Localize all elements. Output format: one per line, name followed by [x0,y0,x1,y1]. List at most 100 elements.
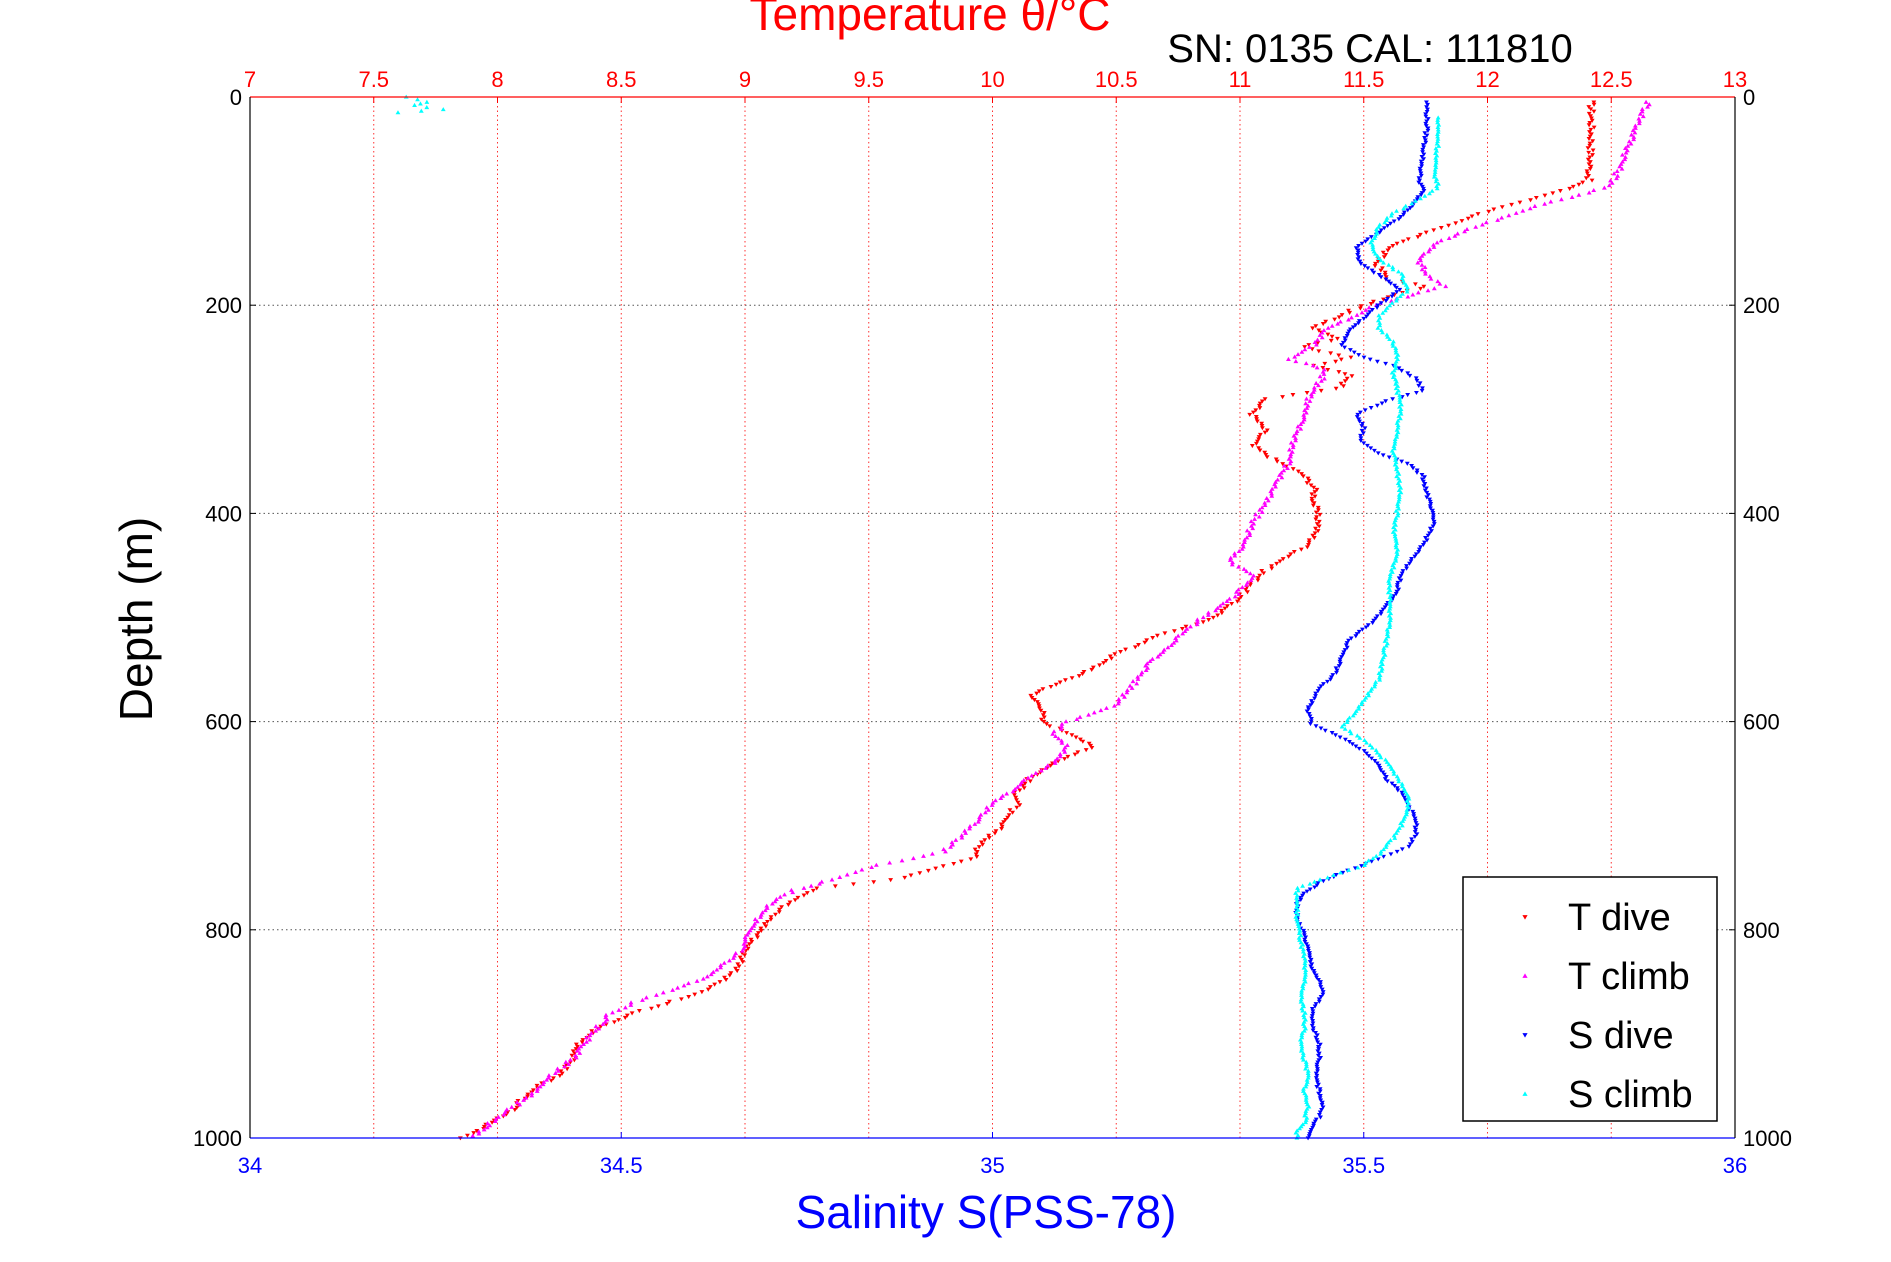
data-point [1200,620,1206,625]
data-point [1217,603,1223,608]
data-point [1022,781,1028,786]
data-point [1350,742,1355,747]
data-point [1275,477,1281,482]
data-point [941,847,947,852]
data-point [1313,510,1319,515]
data-point [1257,401,1263,406]
data-point [1281,463,1287,468]
data-point [1385,629,1391,634]
data-point [851,882,856,887]
data-point [1269,564,1274,569]
data-point [1640,114,1646,119]
data-point [1455,231,1461,236]
data-point [1064,731,1070,736]
data-point [1583,176,1589,181]
data-point [1412,818,1418,823]
data-point [940,864,946,869]
data-point [982,838,988,843]
data-point [424,99,430,104]
data-point [1417,169,1423,174]
data-point [1313,526,1318,531]
data-point [1356,255,1362,260]
data-point [1323,319,1329,324]
data-point [1301,933,1307,938]
temperature-tick-label: 13 [1723,67,1747,92]
data-point [1393,386,1399,391]
data-point [1431,174,1437,179]
data-point [776,910,782,915]
data-point [1425,102,1430,107]
data-point [1300,1001,1306,1006]
data-point [1361,749,1367,754]
data-point [587,1037,593,1042]
data-point [1300,893,1305,898]
data-point [579,1040,585,1045]
data-point [1423,124,1429,129]
data-point [1253,512,1258,517]
data-point [1303,410,1309,415]
data-point [1418,182,1424,187]
temperature-tick-label: 8.5 [606,67,637,92]
data-point [1396,494,1402,499]
data-point [1409,464,1414,469]
data-point [1259,423,1265,429]
data-point [1089,745,1095,751]
data-point [1499,205,1505,210]
data-point [908,873,914,878]
data-point [675,985,681,990]
data-point [1301,412,1307,417]
data-point [1263,452,1269,458]
data-point [1362,862,1367,867]
data-point [1336,315,1342,320]
data-point [1129,685,1135,690]
data-point [1495,217,1501,222]
data-point [1639,106,1645,111]
data-point [1394,241,1400,246]
data-point [1349,315,1354,320]
data-point [1506,213,1512,218]
data-point [976,845,982,850]
data-point [1316,1051,1322,1056]
data-point [1435,136,1441,141]
data-point [654,992,659,997]
data-point [1425,117,1431,122]
data-point [616,1007,622,1012]
data-point [1307,955,1313,960]
data-point [1316,1058,1322,1063]
data-point [1101,661,1106,666]
data-point [1314,1078,1320,1083]
data-point [1396,471,1402,476]
data-point [705,987,711,992]
data-point [1116,699,1122,704]
data-point [1296,935,1302,940]
data-point [819,879,825,884]
data-point [1387,574,1393,579]
serial-calibration-label: SN: 0135 CAL: 111810 [1167,27,1572,71]
data-point [733,966,738,971]
data-point [1378,228,1384,233]
data-point [1073,735,1079,740]
data-point [1045,763,1051,768]
data-point [1290,445,1296,450]
data-point [1337,657,1343,662]
data-point [1304,709,1310,714]
data-point [1298,426,1304,431]
data-point [1394,285,1399,290]
data-point [1313,1002,1319,1007]
data-point [986,833,992,838]
data-point [1362,408,1368,413]
data-point [1319,1108,1324,1113]
data-point [1314,487,1320,493]
data-point [1359,699,1365,704]
data-point [1004,791,1010,796]
data-point [986,835,992,841]
data-point [1437,281,1443,286]
data-point [485,1121,490,1126]
data-point [1229,562,1235,567]
data-point [1382,308,1388,313]
data-point [1393,361,1398,366]
data-point [1628,141,1634,146]
data-point [1424,495,1430,500]
data-point [754,933,760,938]
data-point [1419,154,1425,160]
